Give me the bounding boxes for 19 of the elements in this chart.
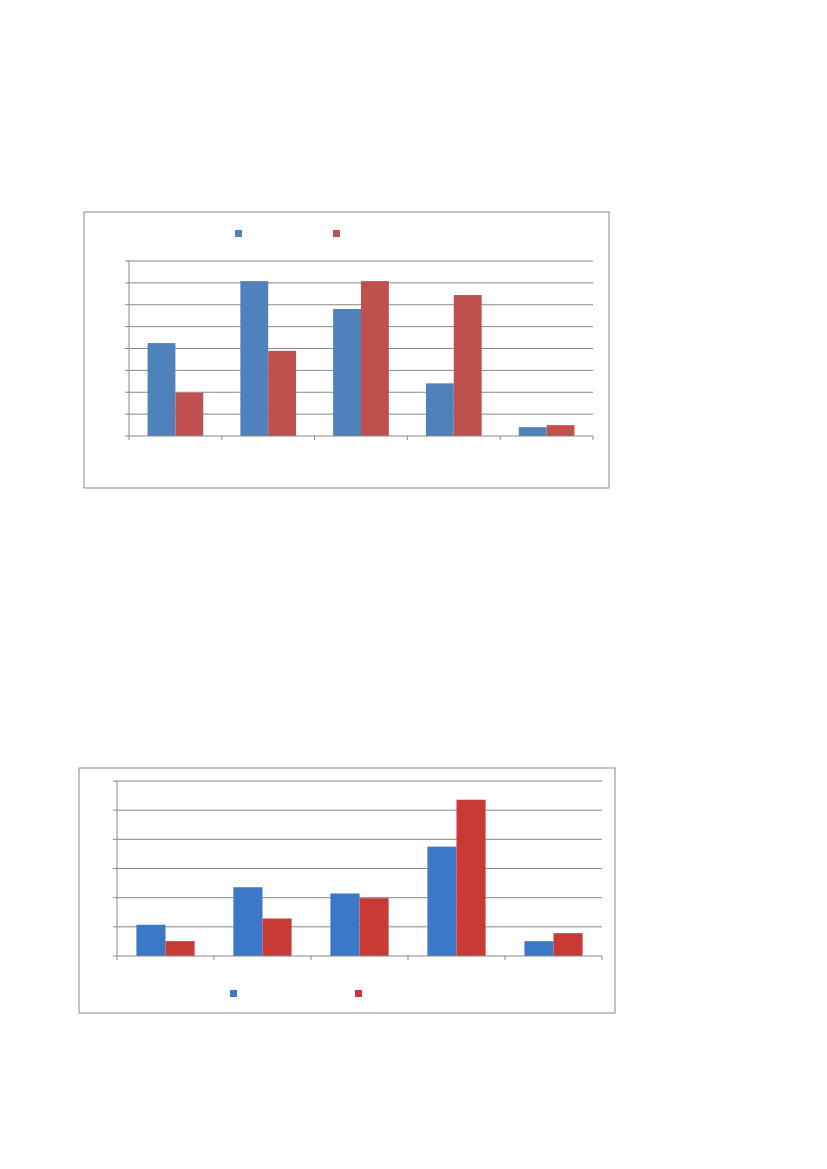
bar bbox=[518, 427, 547, 436]
bar bbox=[233, 887, 263, 956]
bar bbox=[262, 918, 292, 956]
bar bbox=[425, 383, 454, 436]
bar bbox=[165, 941, 195, 956]
bar bbox=[330, 893, 360, 956]
bar bbox=[427, 846, 457, 956]
bar bbox=[136, 924, 166, 956]
bar bbox=[175, 392, 204, 436]
bar bbox=[268, 350, 297, 436]
bar bbox=[333, 309, 361, 436]
bar bbox=[524, 941, 554, 956]
bar bbox=[553, 933, 583, 956]
bar bbox=[453, 295, 482, 436]
bar bbox=[456, 799, 486, 956]
bar bbox=[147, 343, 176, 436]
bar bbox=[240, 281, 269, 436]
bar bbox=[359, 898, 389, 956]
bar bbox=[361, 281, 389, 436]
